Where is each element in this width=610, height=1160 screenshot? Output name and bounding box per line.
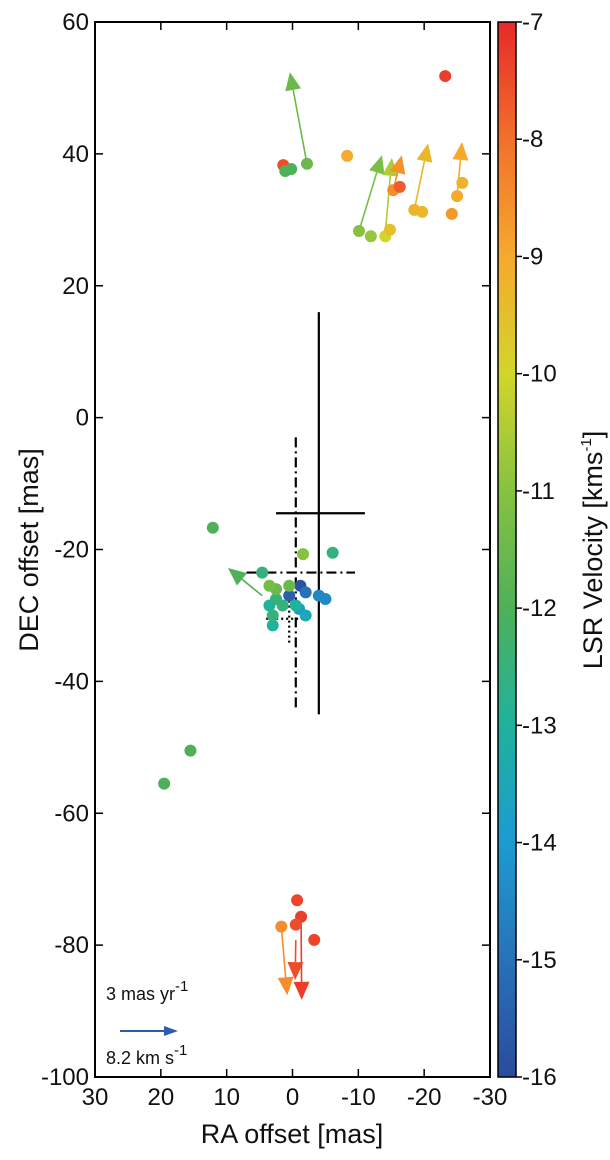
maser-spot (352, 225, 365, 238)
arrow-head (452, 142, 469, 161)
colorbar-title-end: ] (578, 431, 608, 439)
scale-label-text: 8.2 km s (106, 1048, 174, 1068)
maser-spot (206, 521, 219, 534)
maser-spot (341, 149, 354, 162)
maser-spot (326, 546, 339, 559)
x-tick-label: 10 (213, 1084, 240, 1111)
colorbar-tick-label: -10 (522, 361, 557, 388)
maser-spot (299, 609, 312, 622)
scale-label: 3 mas yr-1 (106, 978, 188, 1004)
maser-spot (300, 157, 313, 170)
x-tick-label: 0 (286, 1084, 299, 1111)
colorbar-tick-label: -8 (522, 126, 543, 153)
colorbar-tick-label: -9 (522, 243, 543, 270)
motion-arrow (277, 926, 294, 996)
maser-spot (266, 609, 279, 622)
arrow-head (287, 961, 304, 981)
y-tick-label: -60 (54, 800, 89, 827)
x-tick-label: -10 (341, 1084, 376, 1111)
arrow-head (389, 155, 406, 175)
x-tick-label: -30 (473, 1084, 508, 1111)
maser-spot (289, 599, 302, 612)
maser-spot (456, 176, 469, 189)
maser-spot (299, 586, 312, 599)
maser-spot (158, 777, 171, 790)
maser-spot (297, 548, 310, 561)
arrow-shaft (280, 926, 287, 978)
colorbar-title-sup: -1 (578, 438, 595, 451)
x-tick-label: -20 (407, 1084, 442, 1111)
motion-arrow (293, 920, 310, 1000)
arrow-head (285, 72, 302, 92)
maser-spot (364, 230, 377, 243)
motion-arrow (285, 72, 308, 164)
colorbar-tick-label: -14 (522, 830, 557, 857)
maser-spot (263, 579, 276, 592)
maser-spot (275, 920, 288, 933)
colorbar-tick-label: -16 (522, 1064, 557, 1091)
x-tick-label: 20 (147, 1084, 174, 1111)
motion-arrow (227, 567, 263, 597)
colorbar-tick-label: -15 (522, 947, 557, 974)
arrow-head (369, 155, 385, 175)
maser-spot (445, 207, 458, 220)
maser-spot (184, 744, 197, 757)
maser-spot (308, 933, 321, 946)
colorbar-tick-label: -11 (522, 478, 555, 505)
x-tick-label: 30 (82, 1084, 109, 1111)
maser-spot (289, 918, 302, 931)
colorbar-title-text: LSR Velocity [kms (578, 452, 608, 670)
maser-spot (291, 894, 304, 907)
motion-arrow (358, 155, 385, 232)
scale-label-sup: -1 (174, 1042, 187, 1059)
y-tick-label: -20 (54, 537, 89, 564)
maser-spot (439, 70, 452, 83)
maser-spot (256, 566, 269, 579)
colorbar (497, 21, 517, 1078)
arrow-shaft (413, 160, 426, 211)
maser-spot (276, 599, 289, 612)
y-tick-label: 20 (62, 273, 89, 300)
arrow-shaft (241, 578, 263, 597)
motion-arrow (287, 939, 304, 981)
arrow-shaft (292, 89, 308, 164)
scale-label: 8.2 km s-1 (106, 1042, 187, 1068)
maser-spot (283, 579, 296, 592)
colorbar-title: LSR Velocity [kms-1] (578, 431, 608, 669)
maser-spot (283, 589, 296, 602)
motion-arrow (452, 142, 469, 197)
x-axis-title: RA offset [mas] (201, 1119, 384, 1149)
y-tick-label: -80 (54, 932, 89, 959)
y-tick-label: 60 (62, 9, 89, 36)
maser-spot (451, 190, 464, 203)
arrow-head (277, 976, 294, 996)
arrow-shaft (300, 920, 303, 982)
maser-spot (319, 592, 332, 605)
arrow-head (293, 981, 310, 1000)
colorbar-tick-label: -13 (522, 712, 557, 739)
maser-spot (393, 180, 406, 193)
y-tick-label: -40 (54, 668, 89, 695)
scale-legend: 3 mas yr-1 8.2 km s-1 (106, 978, 188, 1068)
arrow-head (227, 567, 248, 586)
y-tick-label: -100 (41, 1064, 89, 1091)
arrow-shaft (358, 172, 378, 232)
scale-arrow-head (164, 1026, 178, 1036)
arrow-shaft (456, 159, 462, 197)
y-axis-title: DEC offset [mas] (14, 448, 44, 652)
y-tick-label: 0 (76, 405, 89, 432)
colorbar-tick-label: -12 (522, 595, 557, 622)
scale-label-sup: -1 (175, 978, 188, 995)
plot-frame (94, 21, 491, 1078)
maser-spot (416, 205, 429, 218)
y-tick-label: 40 (62, 141, 89, 168)
colorbar-tick-label: -7 (522, 9, 543, 36)
scale-label-text: 3 mas yr (106, 984, 175, 1004)
maser-spot (285, 163, 298, 176)
arrow-head (416, 143, 433, 163)
maser-spot (266, 619, 279, 632)
maser-spot (383, 223, 396, 236)
motion-arrow (413, 143, 433, 211)
